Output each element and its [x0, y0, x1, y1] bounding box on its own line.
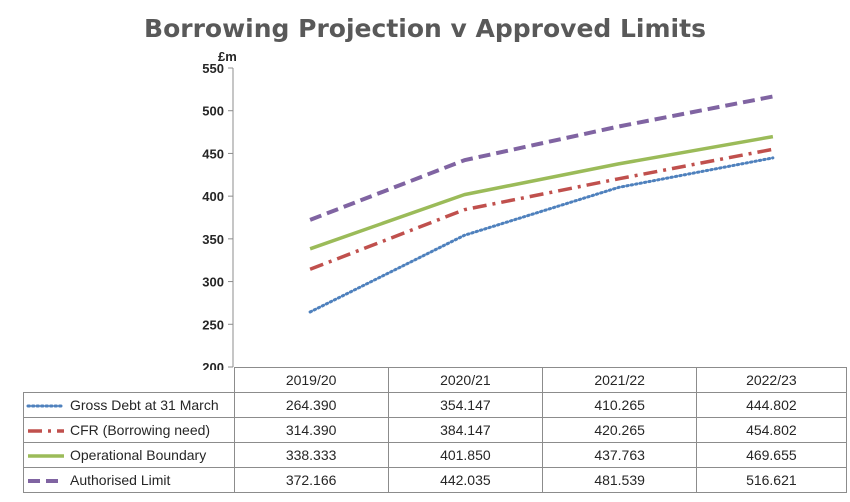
data-value-cell: 264.390: [233, 392, 389, 418]
chart-title: Borrowing Projection v Approved Limits: [144, 14, 706, 43]
table-row: Gross Debt at 31 March 264.390 354.147 410.…: [23, 392, 847, 418]
series-name: Operational Boundary: [70, 447, 207, 463]
series-label-cell: Gross Debt at 31 March: [23, 392, 235, 418]
legend-key-icon: [26, 426, 66, 436]
category-header: 2019/20: [233, 367, 389, 393]
data-value-cell: 442.035: [387, 467, 544, 493]
data-value-cell: 410.265: [541, 392, 698, 418]
series-line-1: [308, 156, 775, 314]
data-value-cell: 384.147: [387, 417, 544, 443]
y-tick-label: 450: [202, 146, 224, 161]
series-name: Gross Debt at 31 March: [70, 397, 219, 413]
data-value-cell: 481.539: [541, 467, 698, 493]
y-tick-label: 550: [202, 61, 224, 76]
series-name: Authorised Limit: [70, 472, 171, 488]
data-value-cell: 401.850: [387, 442, 544, 468]
legend-key-icon: [26, 476, 66, 486]
table-row: Operational Boundary 338.333 401.850 437.76…: [23, 442, 847, 468]
series-label-cell: Operational Boundary: [23, 442, 235, 468]
y-axis-label: £m: [218, 49, 237, 64]
series-name: CFR (Borrowing need): [70, 422, 211, 438]
legend-key-icon: [26, 401, 66, 411]
data-value-cell: 469.655: [696, 442, 847, 468]
data-table: 2019/20 2020/21 2021/22 2022/23 Gross Debt …: [23, 367, 847, 493]
category-header: 2022/23: [696, 367, 847, 393]
data-value-cell: 338.333: [233, 442, 389, 468]
data-value-cell: 420.265: [541, 417, 698, 443]
y-tick-label: 250: [202, 317, 224, 332]
data-value-cell: 372.166: [233, 467, 389, 493]
series-line-2: [309, 147, 774, 271]
data-value-cell: 354.147: [387, 392, 544, 418]
y-tick-label: 350: [202, 232, 224, 247]
y-tick-label: 400: [202, 189, 224, 204]
series-lines: [308, 94, 775, 314]
data-value-cell: 454.802: [696, 417, 847, 443]
series-line-4: [309, 94, 774, 222]
table-corner: [23, 367, 235, 393]
series-label-cell: Authorised Limit: [23, 467, 235, 493]
data-value-cell: 444.802: [696, 392, 847, 418]
category-header: 2020/21: [387, 367, 544, 393]
y-ticks: 200 250 300 350 400 450 500 550: [202, 61, 233, 370]
table-row: CFR (Borrowing need) 314.390 384.147 420.26…: [23, 417, 847, 443]
y-tick-label: 200: [202, 360, 224, 370]
category-header: 2021/22: [541, 367, 698, 393]
data-value-cell: 437.763: [541, 442, 698, 468]
legend-key-icon: [26, 451, 66, 461]
series-label-cell: CFR (Borrowing need): [23, 417, 235, 443]
data-value-cell: 516.621: [696, 467, 847, 493]
plot-area: 200 250 300 350 400 450 500 550 £m: [202, 49, 775, 370]
table-header-row: 2019/20 2020/21 2021/22 2022/23: [23, 367, 847, 393]
y-tick-label: 500: [202, 104, 224, 119]
series-line-3: [309, 134, 774, 251]
table-row: Authorised Limit 372.166 442.035 481.539 516…: [23, 467, 847, 493]
data-value-cell: 314.390: [233, 417, 389, 443]
y-tick-label: 300: [202, 275, 224, 290]
